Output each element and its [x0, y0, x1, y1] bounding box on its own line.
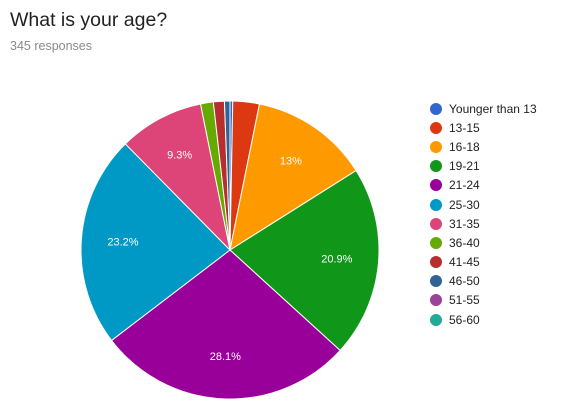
- legend-swatch: [430, 198, 442, 211]
- legend-item-16-18[interactable]: 16-18: [430, 137, 537, 156]
- legend-item-41-45[interactable]: 41-45: [430, 253, 537, 272]
- legend-swatch: [430, 217, 442, 230]
- legend-swatch: [430, 236, 442, 249]
- pie-slice-16-18[interactable]: [229, 103, 357, 252]
- legend-swatch: [430, 256, 442, 269]
- legend-label: 46-50: [449, 274, 480, 289]
- legend-item-21-24[interactable]: 21-24: [430, 176, 537, 195]
- legend-label: Younger than 13: [449, 101, 537, 116]
- legend-swatch: [430, 140, 442, 153]
- slice-label-21-24: 28.1%: [210, 351, 241, 363]
- pie-slice-31-35[interactable]: [124, 103, 231, 252]
- legend-item-36-40[interactable]: 36-40: [430, 233, 537, 252]
- legend-swatch: [430, 102, 442, 115]
- slice-label-16-18: 13%: [280, 156, 302, 168]
- legend-swatch: [430, 121, 442, 134]
- legend-item-13-15[interactable]: 13-15: [430, 118, 537, 137]
- legend-label: 16-18: [449, 139, 480, 154]
- legend-label: 25-30: [449, 197, 480, 212]
- response-count: 345 responses: [10, 39, 93, 53]
- legend-label: 19-21: [449, 159, 480, 174]
- legend-item-46-50[interactable]: 46-50: [430, 272, 537, 291]
- legend-swatch: [430, 179, 442, 192]
- pie-slice-46-50[interactable]: [223, 100, 231, 251]
- legend-label: 51-55: [449, 293, 480, 308]
- legend-label: 56-60: [449, 312, 480, 327]
- chart-title: What is your age?: [10, 9, 168, 31]
- slice-label-31-35: 9.3%: [167, 149, 192, 161]
- legend-label: 31-35: [449, 216, 480, 231]
- legend-item-25-30[interactable]: 25-30: [430, 195, 537, 214]
- legend-label: 41-45: [449, 255, 480, 270]
- legend-swatch: [430, 275, 442, 288]
- chart-legend: Younger than 13 13-15 16-18 19-21 21-24 25-30…: [430, 99, 537, 329]
- legend-label: 13-15: [449, 120, 480, 135]
- legend-swatch: [430, 294, 442, 307]
- slice-label-25-30: 23.2%: [107, 236, 138, 248]
- pie-slice-19-21[interactable]: [229, 169, 380, 352]
- legend-label: 21-24: [449, 178, 480, 193]
- pie-slice-25-30[interactable]: [80, 143, 231, 342]
- legend-item-51-55[interactable]: 51-55: [430, 291, 537, 310]
- pie-slice-21-24[interactable]: [110, 249, 341, 400]
- legend-swatch: [430, 160, 442, 173]
- legend-label: 36-40: [449, 235, 480, 250]
- legend-item-31-35[interactable]: 31-35: [430, 214, 537, 233]
- legend-item-19-21[interactable]: 19-21: [430, 157, 537, 176]
- slice-label-19-21: 20.9%: [321, 254, 352, 266]
- legend-swatch: [430, 313, 442, 326]
- legend-item-younger-than-13[interactable]: Younger than 13: [430, 99, 537, 118]
- legend-item-56-60[interactable]: 56-60: [430, 310, 537, 329]
